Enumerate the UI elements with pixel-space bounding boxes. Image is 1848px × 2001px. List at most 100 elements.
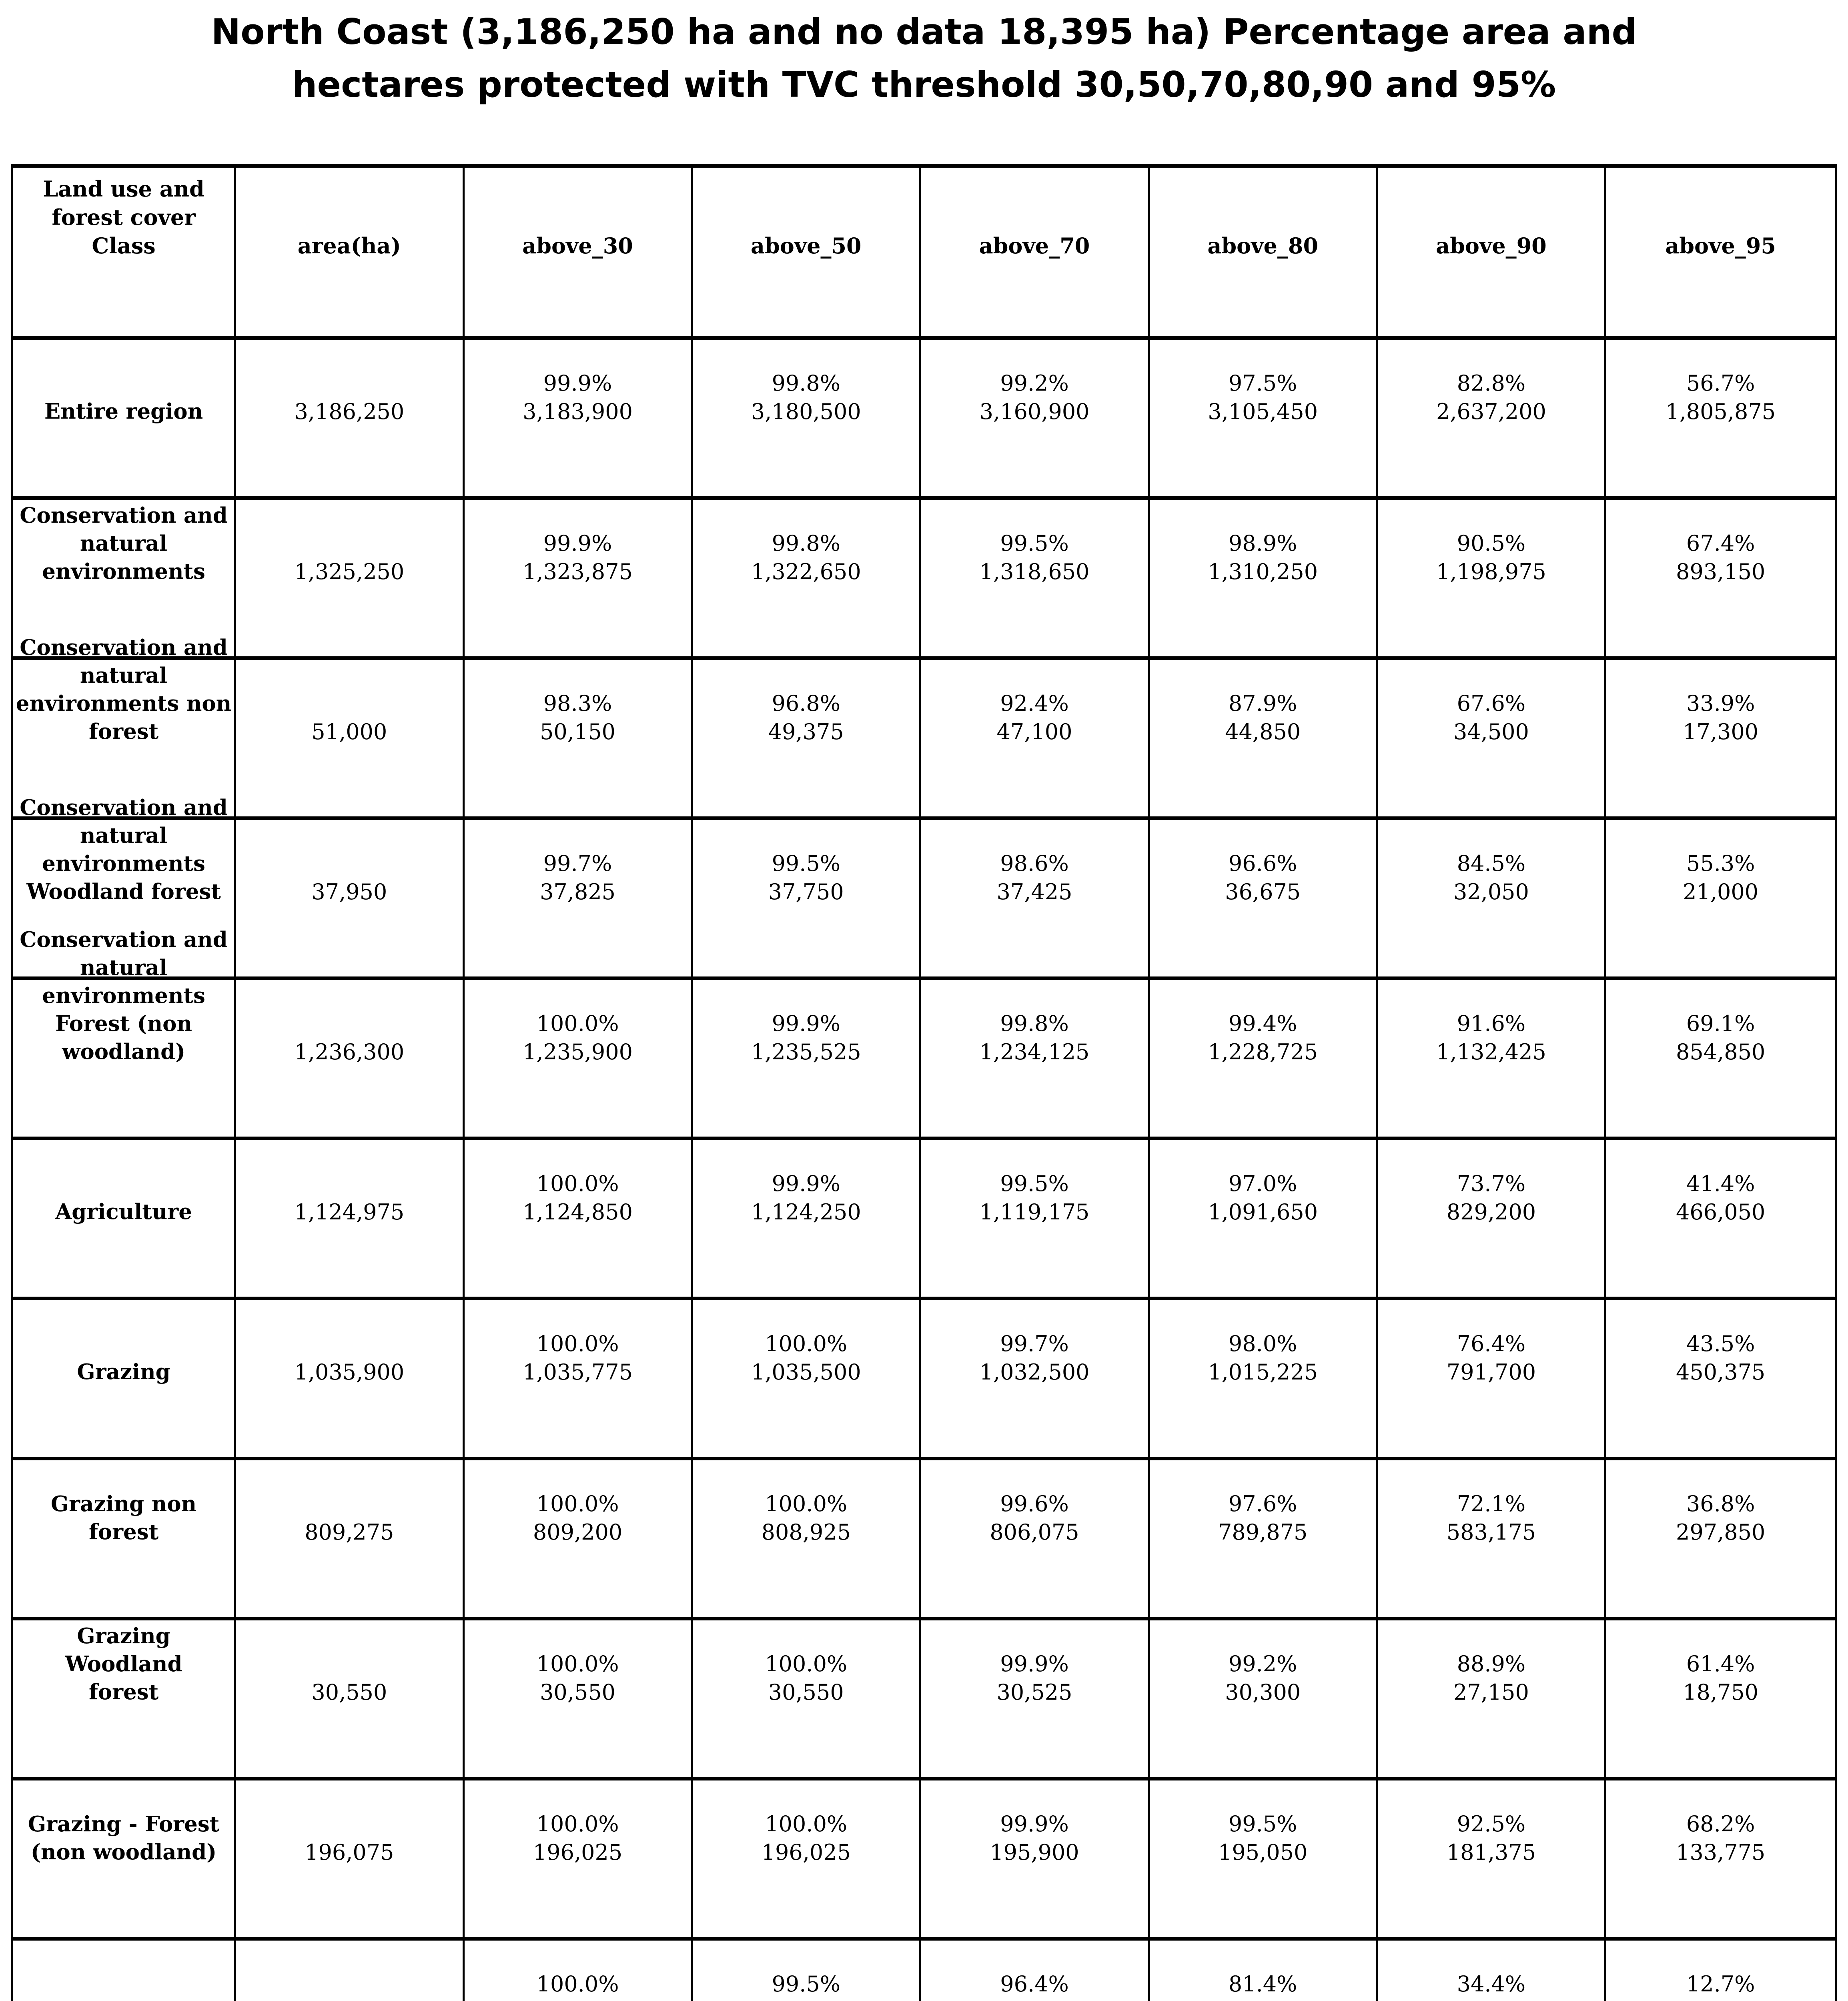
hectares-value: 1,119,175: [979, 1199, 1090, 1225]
hectares-value: 195,050: [1218, 1839, 1308, 1865]
threshold-values: 99.5% 195,050: [1152, 1810, 1374, 1867]
hectares-value: 7,925: [1609, 1998, 1832, 2001]
threshold-cell: 99.5% 195,050: [1149, 1780, 1378, 1941]
row-label: Conservation and natural environments Wo…: [20, 795, 228, 904]
page-title: North Coast (3,186,250 ha and no data 18…: [211, 11, 1637, 105]
threshold-cell: 91.6% 1,132,425: [1378, 980, 1607, 1140]
threshold-cell: 99.5% 1,318,650: [921, 500, 1150, 660]
threshold-cell: 96.4%60,350: [921, 1941, 1150, 2001]
hectares-value: 806,075: [990, 1519, 1079, 1545]
threshold-values: 97.0% 1,091,650: [1152, 1169, 1374, 1227]
percent-value: 98.3%: [543, 690, 612, 716]
threshold-cell: 99.9% 1,235,525: [693, 980, 922, 1140]
threshold-values: 99.9% 195,900: [924, 1810, 1145, 1867]
percent-value: 99.5%: [772, 850, 841, 876]
threshold-cell: 97.5% 3,105,450: [1149, 340, 1378, 500]
area-cell: 196,075: [236, 1780, 465, 1941]
hectares-value: 1,322,650: [751, 559, 861, 584]
area-cell: 37,950: [236, 820, 465, 980]
hectares-value: 36,675: [1225, 879, 1301, 904]
row-label: Agriculture: [55, 1199, 192, 1225]
threshold-values: 99.5% 37,750: [695, 849, 917, 906]
percent-value: 100.0%: [765, 1651, 848, 1676]
area-value: 1,325,250: [294, 559, 405, 584]
threshold-values: 72.1% 583,175: [1381, 1490, 1602, 1547]
row-label: Conservation and natural environments Fo…: [20, 927, 228, 1065]
hectares-value: 1,235,525: [751, 1039, 861, 1065]
threshold-cell: 100.0% 196,025: [464, 1780, 693, 1941]
threshold-values: 99.9% 3,183,900: [467, 369, 689, 426]
threshold-values: 96.4%60,350: [924, 1970, 1145, 2001]
threshold-cell: 97.0% 1,091,650: [1149, 1140, 1378, 1300]
threshold-values: 98.9% 1,310,250: [1152, 529, 1374, 586]
threshold-cell: 55.3% 21,000: [1606, 820, 1835, 980]
hectares-value: 1,015,225: [1208, 1359, 1318, 1385]
threshold-values: 100.0% 808,925: [695, 1490, 917, 1547]
percent-value: 99.9%: [543, 530, 612, 556]
threshold-values: 56.7% 1,805,875: [1609, 369, 1832, 426]
hectares-value: 50,975: [1152, 1998, 1374, 2001]
hectares-value: 1,198,975: [1436, 559, 1546, 584]
threshold-cell: 99.9% 3,183,900: [464, 340, 693, 500]
hectares-value: 1,805,875: [1666, 399, 1776, 424]
area-cell: 1,236,300: [236, 980, 465, 1140]
row-label-cell: Grazing: [13, 1300, 236, 1460]
row-label: Conservation and natural environments: [20, 503, 228, 584]
hectares-value: 1,124,250: [751, 1199, 861, 1225]
hectares-value: 44,850: [1225, 719, 1301, 744]
threshold-cell: 99.9% 1,323,875: [464, 500, 693, 660]
percent-value: 56.7%: [1686, 370, 1755, 396]
threshold-cell: 99.9% 30,525: [921, 1620, 1150, 1780]
area-cell: 1,325,250: [236, 500, 465, 660]
hectares-value: 1,091,650: [1208, 1199, 1318, 1225]
hectares-value: 37,425: [996, 879, 1072, 904]
percent-value: 96.4%: [1000, 1971, 1069, 1997]
hectares-value: 30,550: [768, 1679, 844, 1705]
hectares-value: 62,625: [467, 1998, 689, 2001]
percent-value: 67.4%: [1686, 530, 1755, 556]
threshold-cell: 98.6% 37,425: [921, 820, 1150, 980]
percent-value: 98.9%: [1228, 530, 1297, 556]
threshold-cell: 41.4% 466,050: [1606, 1140, 1835, 1300]
threshold-cell: 90.5% 1,198,975: [1378, 500, 1607, 660]
threshold-values: 99.8% 3,180,500: [695, 369, 917, 426]
hectares-value: 62,300: [695, 1998, 917, 2001]
percent-value: 100.0%: [536, 1971, 619, 1997]
threshold-cell: 99.7% 37,825: [464, 820, 693, 980]
threshold-values: 98.3% 50,150: [467, 689, 689, 746]
threshold-cell: 100.0% 809,200: [464, 1460, 693, 1620]
row-label-cell: Agriculture: [13, 1140, 236, 1300]
threshold-values: 43.5% 450,375: [1609, 1329, 1832, 1387]
percent-value: 100.0%: [765, 1331, 848, 1356]
threshold-cell: 69.1% 854,850: [1606, 980, 1835, 1140]
hectares-value: 1,032,500: [979, 1359, 1090, 1385]
threshold-cell: 12.7%7,925: [1606, 1941, 1835, 2001]
threshold-values: 100.0% 809,200: [467, 1490, 689, 1547]
col-header-label: above_90: [1436, 233, 1547, 259]
area-value: 196,075: [305, 1839, 394, 1865]
threshold-cell: 88.9% 27,150: [1378, 1620, 1607, 1780]
percent-value: 100.0%: [536, 1811, 619, 1837]
threshold-values: 87.9% 44,850: [1152, 689, 1374, 746]
percent-value: 73.7%: [1457, 1171, 1526, 1196]
threshold-cell: 92.4% 47,100: [921, 660, 1150, 820]
hectares-value: 196,025: [761, 1839, 851, 1865]
threshold-values: 61.4% 18,750: [1609, 1650, 1832, 1707]
row-label-cell: Conservation and natural environments Fo…: [13, 927, 236, 1140]
hectares-value: 1,035,775: [523, 1359, 633, 1385]
threshold-cell: 100.0% 30,550: [693, 1620, 922, 1780]
hectares-value: 181,375: [1446, 1839, 1536, 1865]
percent-value: 12.7%: [1686, 1971, 1755, 1997]
percent-value: 36.8%: [1686, 1491, 1755, 1516]
threshold-cell: 98.0% 1,015,225: [1149, 1300, 1378, 1460]
row-label-cell: Grazing - Forest (non woodland): [13, 1780, 236, 1941]
threshold-values: 97.6% 789,875: [1152, 1490, 1374, 1547]
threshold-cell: 99.8% 1,322,650: [693, 500, 922, 660]
threshold-values: 97.5% 3,105,450: [1152, 369, 1374, 426]
threshold-values: 33.9% 17,300: [1609, 689, 1832, 746]
threshold-cell: 92.5% 181,375: [1378, 1780, 1607, 1941]
percent-value: 43.5%: [1686, 1331, 1755, 1356]
percent-value: 99.4%: [1228, 1011, 1297, 1036]
threshold-values: 99.8% 1,322,650: [695, 529, 917, 586]
